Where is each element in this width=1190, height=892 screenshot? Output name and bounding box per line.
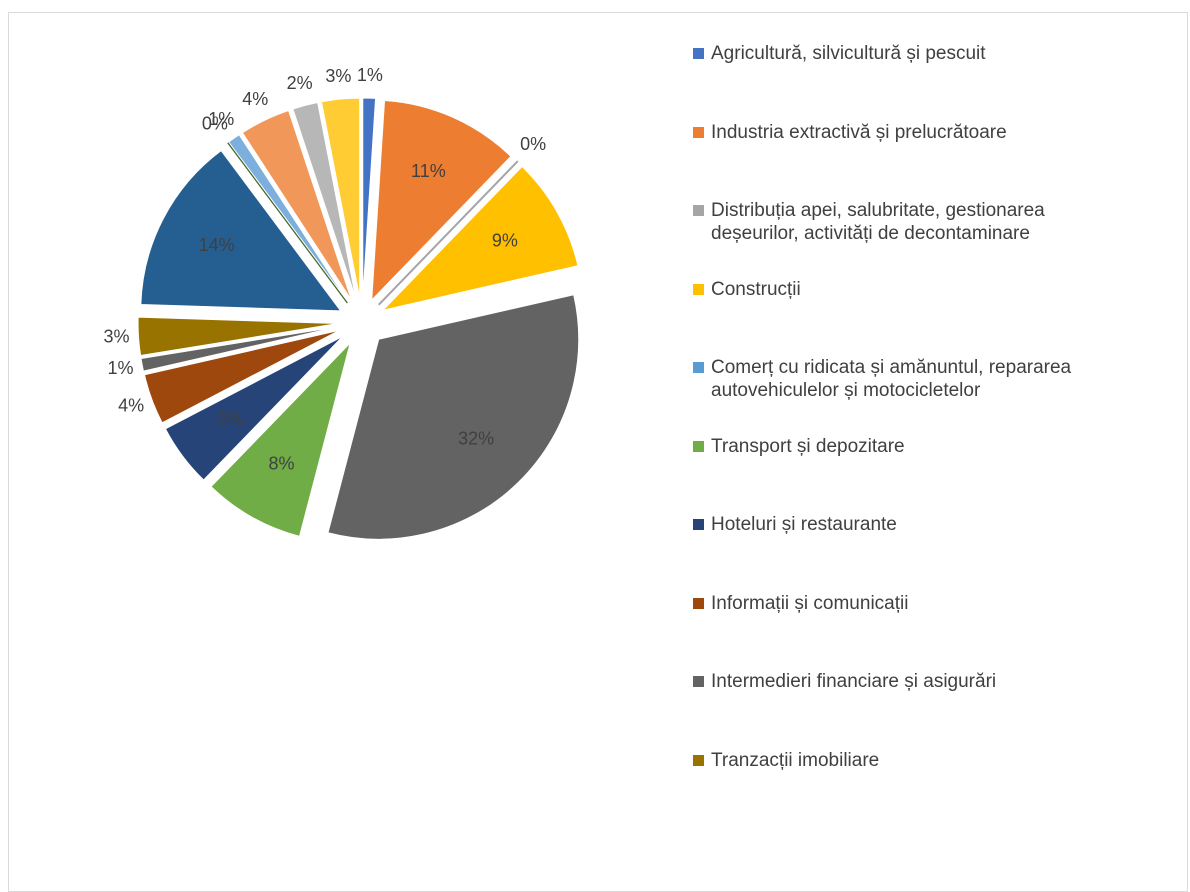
- pie-slice: [327, 294, 580, 540]
- data-label: 8%: [269, 454, 295, 474]
- legend-label: Tranzacții imobiliare: [711, 749, 880, 771]
- legend-item: Agricultură, silvicultură și pescuit: [693, 42, 1093, 65]
- legend-item: Informații și comunicații: [693, 592, 1093, 615]
- legend-swatch: [693, 676, 704, 687]
- legend-label: Comerț cu ridicata și amănuntul, reparar…: [711, 357, 1072, 401]
- data-label: 1%: [357, 65, 383, 85]
- legend-swatch: [693, 48, 704, 59]
- pie-slice: [371, 99, 512, 302]
- legend-item: Transport și depozitare: [693, 435, 1093, 458]
- legend-swatch: [693, 754, 704, 766]
- legend-label: Transport și depozitare: [711, 435, 905, 457]
- legend-swatch: [693, 597, 704, 609]
- legend-swatch: [693, 440, 704, 452]
- data-label: 14%: [199, 235, 235, 255]
- legend-item: Industria extractivă și prelucrătoare: [693, 121, 1093, 144]
- legend-label: Intermedieri financiare și asigurări: [711, 671, 997, 692]
- legend-item: Comerț cu ridicata și amănuntul, reparar…: [693, 356, 1093, 402]
- pie-slice: [241, 109, 353, 301]
- data-label: 5%: [218, 409, 244, 429]
- pie-slice: [140, 326, 339, 372]
- legend-item: Distribuția apei, salubritate, gestionar…: [693, 199, 1093, 245]
- pie-slice: [320, 97, 361, 299]
- pie-slice: [137, 316, 339, 357]
- legend-label: Agricultură, silvicultură și pescuit: [711, 43, 986, 64]
- legend-item: Intermedieri financiare și asigurări: [693, 670, 1093, 693]
- pie-slice: [140, 149, 342, 312]
- legend-swatch: [693, 283, 704, 295]
- pie-slice: [164, 335, 344, 481]
- legend-label: Hoteluri și restaurante: [711, 514, 897, 535]
- legend-item: Tranzacții imobiliare: [693, 749, 1093, 772]
- legend-label: Construcții: [711, 278, 801, 300]
- legend-item: Hoteluri și restaurante: [693, 513, 1093, 536]
- legend-label: Distribuția apei, salubritate, gestionar…: [711, 200, 1045, 244]
- pie-slice: [210, 341, 352, 537]
- data-label: 0%: [520, 134, 546, 154]
- legend-label: Industria extractivă și prelucrătoare: [711, 121, 1007, 143]
- pie-slice: [227, 134, 349, 303]
- pie-slice: [381, 165, 579, 312]
- pie-slice: [292, 101, 357, 299]
- data-label: 2%: [287, 73, 313, 93]
- data-label: 3%: [325, 66, 351, 86]
- data-label: 1%: [208, 109, 234, 129]
- pie-slice: [377, 160, 519, 306]
- legend-item: Construcții: [693, 278, 1093, 301]
- data-label: 4%: [118, 396, 144, 416]
- data-label: 32%: [458, 429, 494, 449]
- legend-swatch: [693, 519, 704, 530]
- legend-swatch: [693, 362, 704, 373]
- data-label: 0%: [202, 114, 228, 134]
- pie-slice: [362, 97, 377, 299]
- legend-swatch: [693, 126, 704, 138]
- pie-slice: [143, 329, 340, 424]
- data-label: 9%: [492, 230, 518, 250]
- data-label: 4%: [242, 89, 268, 109]
- data-label: 3%: [103, 327, 129, 347]
- data-label: 11%: [411, 161, 446, 181]
- pie-chart: 1%11%0%9%32%8%5%4%1%3%14%0%1%4%2% 3%: [103, 65, 580, 540]
- legend-label: Informații și comunicații: [711, 592, 909, 614]
- legend-swatch: [693, 205, 704, 216]
- data-label: 1%: [108, 358, 134, 378]
